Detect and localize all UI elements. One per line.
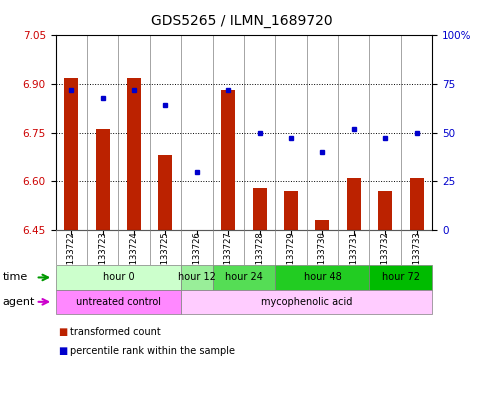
Text: GSM1133724: GSM1133724 (129, 232, 139, 285)
Text: GSM1133730: GSM1133730 (318, 232, 327, 285)
Bar (127, 77, 141, 230)
Bar (347, 178, 361, 230)
Text: untreated control: untreated control (76, 297, 161, 307)
Bar (284, 191, 298, 230)
Text: GSM1133729: GSM1133729 (286, 232, 296, 285)
Text: GSM1133726: GSM1133726 (192, 232, 201, 285)
Text: percentile rank within the sample: percentile rank within the sample (70, 346, 235, 356)
Bar (315, 220, 329, 230)
Bar (96, 129, 110, 230)
Text: hour 12: hour 12 (178, 272, 216, 283)
Text: time: time (2, 272, 28, 283)
Text: hour 72: hour 72 (382, 272, 420, 283)
Bar (221, 90, 235, 230)
Text: transformed count: transformed count (70, 327, 161, 337)
Text: GSM1133723: GSM1133723 (98, 232, 107, 285)
Bar (253, 188, 267, 230)
Text: GSM1133732: GSM1133732 (381, 232, 390, 285)
Text: ■: ■ (58, 327, 67, 337)
Text: GSM1133728: GSM1133728 (255, 232, 264, 285)
Text: GSM1133725: GSM1133725 (161, 232, 170, 285)
Text: GDS5265 / ILMN_1689720: GDS5265 / ILMN_1689720 (151, 14, 332, 28)
Text: agent: agent (2, 297, 35, 307)
Text: GSM1133731: GSM1133731 (349, 232, 358, 285)
Text: hour 0: hour 0 (102, 272, 134, 283)
Bar (158, 155, 172, 230)
Text: hour 24: hour 24 (225, 272, 263, 283)
Text: GSM1133722: GSM1133722 (67, 232, 76, 285)
Text: hour 48: hour 48 (303, 272, 341, 283)
Bar (64, 77, 78, 230)
Text: GSM1133733: GSM1133733 (412, 232, 421, 285)
Bar (410, 178, 424, 230)
Text: mycophenolic acid: mycophenolic acid (261, 297, 353, 307)
Text: ■: ■ (58, 346, 67, 356)
Text: GSM1133727: GSM1133727 (224, 232, 233, 285)
Bar (378, 191, 392, 230)
